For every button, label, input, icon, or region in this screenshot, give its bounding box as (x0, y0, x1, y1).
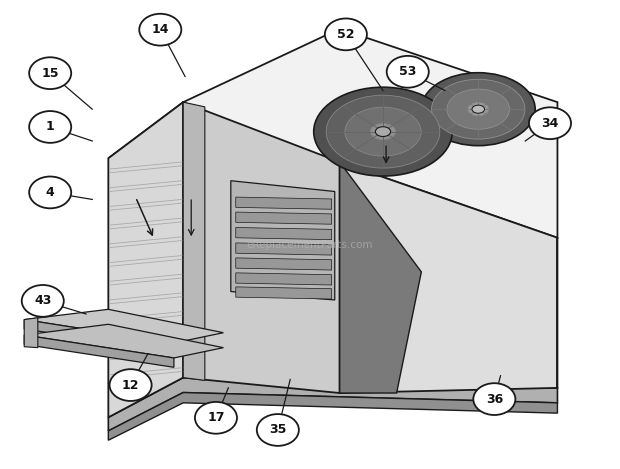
Polygon shape (340, 162, 422, 393)
Ellipse shape (371, 124, 396, 140)
Text: 35: 35 (269, 424, 286, 437)
Text: 4: 4 (46, 186, 55, 199)
Polygon shape (24, 310, 223, 343)
Polygon shape (24, 318, 38, 348)
Polygon shape (236, 243, 332, 255)
Text: eReplacementParts.com: eReplacementParts.com (247, 240, 373, 250)
Ellipse shape (375, 127, 391, 136)
Ellipse shape (326, 95, 440, 168)
Text: 12: 12 (122, 378, 140, 392)
Circle shape (110, 369, 152, 401)
Polygon shape (231, 181, 335, 300)
Circle shape (529, 107, 571, 139)
Polygon shape (236, 212, 332, 224)
Ellipse shape (468, 103, 489, 116)
Ellipse shape (314, 87, 452, 176)
Circle shape (195, 402, 237, 434)
Polygon shape (24, 335, 174, 367)
Text: 53: 53 (399, 65, 417, 78)
Circle shape (140, 14, 181, 45)
Circle shape (473, 383, 515, 415)
Polygon shape (340, 162, 557, 393)
Polygon shape (183, 102, 340, 393)
Polygon shape (236, 258, 332, 270)
Text: 43: 43 (34, 295, 51, 307)
Circle shape (325, 18, 367, 50)
Circle shape (22, 285, 64, 317)
Ellipse shape (422, 73, 535, 146)
Circle shape (29, 57, 71, 89)
Polygon shape (183, 102, 205, 380)
Polygon shape (236, 197, 332, 209)
Ellipse shape (432, 79, 525, 139)
Circle shape (29, 176, 71, 208)
Text: 15: 15 (42, 67, 59, 80)
Circle shape (387, 56, 429, 88)
Polygon shape (236, 287, 332, 299)
Ellipse shape (345, 107, 421, 156)
Circle shape (29, 111, 71, 143)
Polygon shape (108, 378, 557, 431)
Text: 36: 36 (485, 393, 503, 406)
Polygon shape (108, 393, 557, 440)
Polygon shape (236, 227, 332, 240)
Polygon shape (24, 324, 223, 358)
Text: 14: 14 (151, 23, 169, 36)
Polygon shape (108, 29, 557, 238)
Text: 34: 34 (541, 117, 559, 130)
Polygon shape (24, 319, 174, 352)
Ellipse shape (472, 105, 484, 113)
Text: 52: 52 (337, 28, 355, 41)
Circle shape (257, 414, 299, 446)
Ellipse shape (447, 89, 510, 129)
Text: 1: 1 (46, 121, 55, 134)
Polygon shape (108, 102, 183, 417)
Text: 17: 17 (207, 411, 224, 424)
Polygon shape (236, 273, 332, 285)
